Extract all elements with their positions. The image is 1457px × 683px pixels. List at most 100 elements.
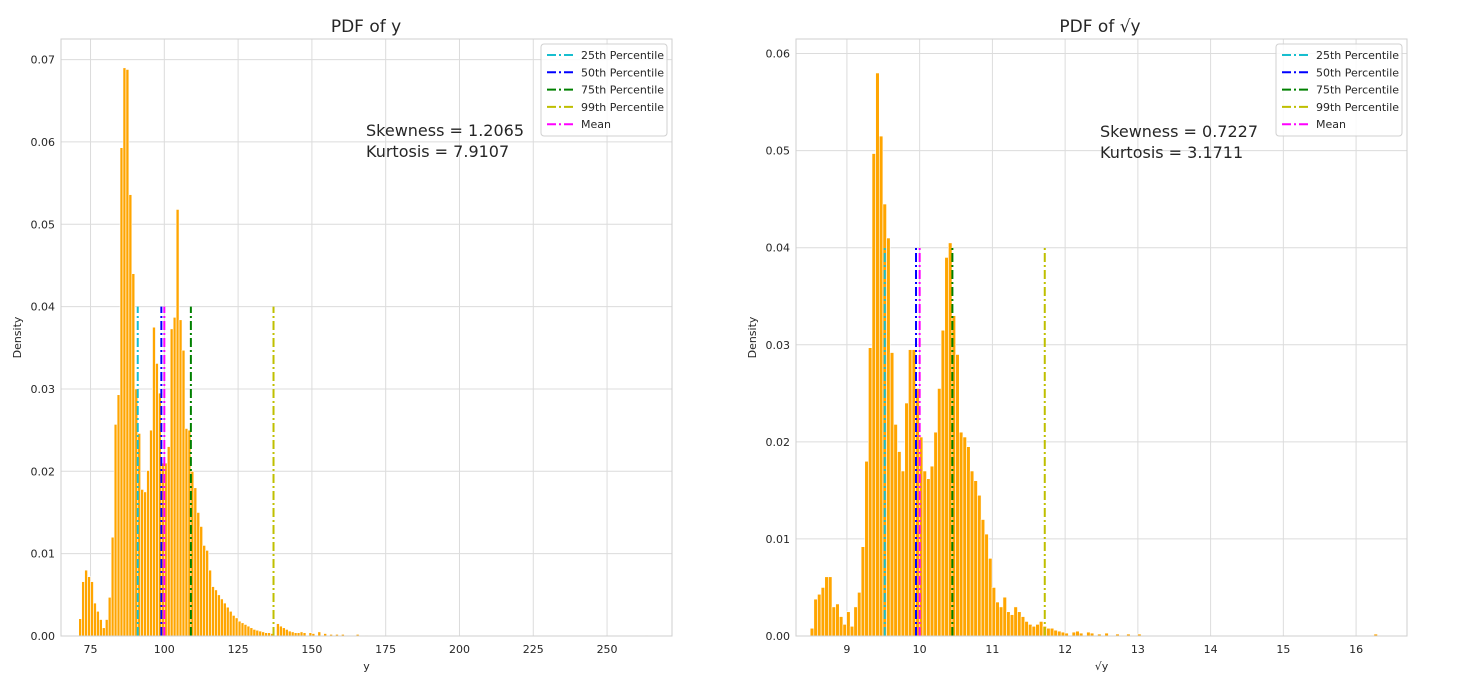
histogram-bar xyxy=(977,494,982,637)
histogram-bar xyxy=(169,328,174,637)
x-tick-label: 10 xyxy=(913,643,927,656)
legend-box xyxy=(540,43,668,137)
y-tick-label: 0.05 xyxy=(766,145,791,158)
histogram-bar xyxy=(857,592,862,637)
histogram-bar xyxy=(202,545,206,637)
chart-title: PDF of y xyxy=(331,17,401,37)
legend-label: Mean xyxy=(1316,118,1346,131)
histogram-bar xyxy=(285,629,289,637)
legend-label: 25th Percentile xyxy=(581,49,664,62)
histogram-bar xyxy=(1071,631,1076,637)
histogram-bar xyxy=(908,349,913,637)
histogram-bar xyxy=(980,519,986,637)
histogram-bar xyxy=(940,329,946,637)
legend-label: 25th Percentile xyxy=(1316,49,1399,62)
histogram-bar xyxy=(110,536,115,637)
x-tick-label: 175 xyxy=(375,643,396,656)
histogram-bar xyxy=(113,424,118,637)
legend-label: 75th Percentile xyxy=(1316,84,1399,97)
chart-panel-1: 0.00 0.01 0.02 0.03 0.04 0.05 0.06 0.07 75 100 125… xyxy=(11,17,673,673)
histogram-bar xyxy=(1086,631,1091,637)
histogram-bar xyxy=(249,627,254,637)
histogram-bar xyxy=(140,489,144,637)
histogram-bar xyxy=(824,576,829,637)
histogram-bar xyxy=(237,620,242,637)
histogram-bar xyxy=(211,586,215,637)
y-tick-label: 0.06 xyxy=(766,48,791,61)
histogram-bar xyxy=(962,436,967,637)
histogram-bar xyxy=(119,147,124,637)
histogram-bar xyxy=(143,491,147,637)
histogram-bar xyxy=(178,319,183,637)
histogram-bar xyxy=(860,546,866,637)
histogram-bar xyxy=(922,470,927,637)
histogram-bar xyxy=(208,569,212,637)
legend-label: 50th Percentile xyxy=(1316,66,1399,79)
histogram-bar xyxy=(228,610,233,637)
y-tick-label: 0.06 xyxy=(31,136,56,149)
histogram-bar xyxy=(225,606,230,637)
histogram-bar xyxy=(84,569,88,637)
histogram-bar xyxy=(849,625,855,637)
histogram-bar xyxy=(78,618,82,637)
histogram-bar xyxy=(886,237,891,637)
histogram-bar xyxy=(991,587,996,637)
histogram-bar xyxy=(1013,606,1018,637)
histogram-bar xyxy=(1031,625,1036,637)
x-tick-label: 150 xyxy=(301,643,322,656)
histogram-bar xyxy=(988,558,993,637)
histogram-bar xyxy=(969,470,975,637)
histogram-bar xyxy=(853,606,858,637)
histogram-bar xyxy=(234,617,239,637)
histogram-bar xyxy=(240,622,245,637)
histogram-bar xyxy=(835,603,840,637)
stat-annotation: Kurtosis = 7.9107 xyxy=(366,142,509,161)
legend-label: 75th Percentile xyxy=(581,84,664,97)
histogram-bar xyxy=(864,460,869,637)
histogram-bar xyxy=(282,627,286,637)
histogram-bar xyxy=(926,478,931,637)
x-axis-label: √y xyxy=(1095,660,1109,673)
x-tick-label: 100 xyxy=(154,643,175,656)
x-tick-label: 14 xyxy=(1204,643,1218,656)
histogram-bar xyxy=(999,606,1004,637)
histogram-bar xyxy=(102,627,106,637)
histogram-bar xyxy=(116,394,121,637)
x-tick-label: 75 xyxy=(84,643,98,656)
legend: 25th Percentile 50th Percentile 75th Perce… xyxy=(1275,43,1403,137)
histogram-bar xyxy=(1020,616,1026,637)
histogram-bar xyxy=(172,317,177,637)
histogram-bar xyxy=(96,610,100,637)
histogram-bar xyxy=(889,352,895,637)
histogram-bar xyxy=(1028,624,1033,637)
stat-annotation: Skewness = 1.2065 xyxy=(366,121,524,140)
histogram-bar xyxy=(1039,621,1044,637)
histogram-bar xyxy=(966,446,971,637)
y-tick-label: 0.00 xyxy=(766,630,791,643)
y-tick-label: 0.04 xyxy=(31,301,56,314)
histogram-bar xyxy=(87,576,91,637)
histogram-bar xyxy=(220,598,224,637)
x-axis-label: y xyxy=(363,660,370,673)
histogram-bar xyxy=(984,533,989,637)
histogram-bar xyxy=(868,347,873,637)
histogram-bar xyxy=(205,550,209,637)
histogram-bar xyxy=(196,512,201,637)
histogram-bar xyxy=(1035,624,1040,637)
histogram-bar xyxy=(93,602,97,637)
histogram-bar xyxy=(252,629,257,637)
histogram-bar xyxy=(958,431,964,637)
histogram-bar xyxy=(820,587,826,637)
histogram-bar xyxy=(995,601,1000,637)
histogram-bar xyxy=(842,624,847,637)
chart-panel-2: 0.00 0.01 0.02 0.03 0.04 0.05 0.06 9 10 11 12 13 14 1… xyxy=(746,17,1408,673)
histogram-bar xyxy=(1009,614,1015,637)
histogram-bar xyxy=(893,424,898,637)
histogram-bar xyxy=(122,67,127,637)
histogram-bar xyxy=(193,487,198,637)
histogram-bar xyxy=(107,596,112,637)
axes-frame xyxy=(60,38,673,637)
histogram-bar xyxy=(175,209,180,637)
histogram-bar xyxy=(831,606,836,637)
